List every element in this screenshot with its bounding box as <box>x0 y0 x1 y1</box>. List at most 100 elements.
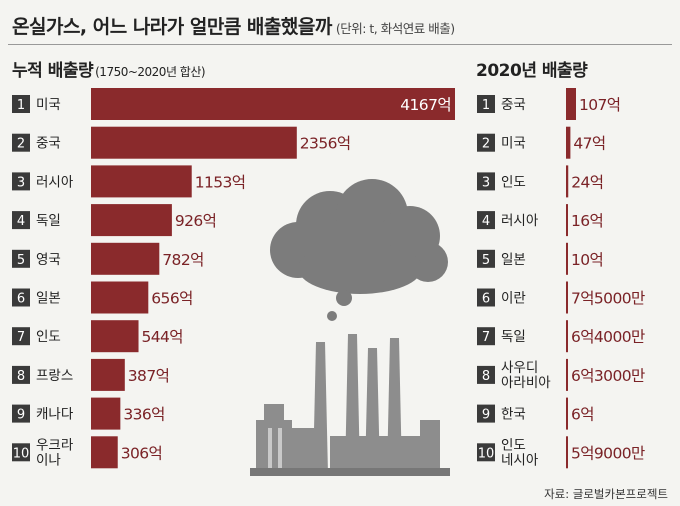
cumulative-bar <box>91 397 121 430</box>
annual-rank-number: 6 <box>482 292 490 307</box>
cumulative-bar <box>91 281 149 314</box>
cumulative-heading-text: 누적 배출량 <box>12 61 94 81</box>
annual-country-label: 미국 <box>501 136 526 152</box>
cumulative-rank-badge <box>12 443 30 462</box>
annual-value-label: 6억 <box>571 406 594 424</box>
cumulative-bar <box>91 436 118 469</box>
annual-bar <box>566 397 568 430</box>
cumulative-bar <box>91 126 297 159</box>
annual-value-label: 47억 <box>573 135 605 153</box>
cumulative-value-label: 926억 <box>175 212 216 230</box>
annual-bar <box>566 242 568 275</box>
annual-rank-badge <box>477 133 495 152</box>
annual-value-label: 10억 <box>571 251 603 269</box>
cumulative-value-label: 1153억 <box>195 173 246 191</box>
annual-country-label: 독일 <box>501 329 526 345</box>
annual-rank-number: 10 <box>478 446 495 461</box>
cumulative-country-label: 인도 <box>36 329 61 345</box>
source-note: 자료: 글로벌카본프로젝트 <box>544 487 668 501</box>
annual-bar <box>566 204 568 237</box>
chart-title: 온실가스, 어느 나라가 얼만큼 배출했을까 (단위: t, 화석연료 배출) <box>12 12 455 39</box>
annual-heading: 2020년 배출량 <box>476 61 588 81</box>
annual-bar <box>566 281 568 314</box>
cumulative-rank-badge <box>12 211 30 230</box>
cumulative-country-label: 중국 <box>36 136 61 152</box>
cumulative-bar <box>91 88 455 120</box>
cumulative-value-label: 656억 <box>151 290 192 308</box>
cumulative-value-label: 306억 <box>121 444 162 462</box>
annual-rank-number: 2 <box>482 137 490 152</box>
cumulative-value-label: 387억 <box>128 367 169 385</box>
annual-bar <box>566 88 576 120</box>
cumulative-rank-number: 9 <box>17 408 25 423</box>
cumulative-bar <box>91 242 160 275</box>
cumulative-country-label: 일본 <box>36 291 61 307</box>
annual-rank-number: 1 <box>482 98 490 113</box>
cumulative-rank-number: 2 <box>17 137 25 152</box>
annual-country-label: 인도 <box>501 174 526 190</box>
cumulative-bar <box>91 204 172 237</box>
annual-value-label: 107억 <box>579 96 620 114</box>
cumulative-rank-badge <box>12 133 30 152</box>
cumulative-value-label: 782억 <box>162 251 203 269</box>
cumulative-country-label: 프랑스 <box>36 368 73 384</box>
factory-illustration <box>250 179 450 476</box>
annual-country-label: 중국 <box>501 97 526 113</box>
cumulative-value-label: 4167억 <box>400 96 451 114</box>
annual-rank-badge <box>477 327 495 346</box>
annual-country-label: 인도 <box>501 437 526 453</box>
cumulative-rank-number: 4 <box>17 214 25 229</box>
cumulative-country-label: 미국 <box>36 97 61 113</box>
cumulative-rank-number: 5 <box>17 253 25 268</box>
annual-rank-number: 4 <box>482 214 490 229</box>
annual-bar <box>566 320 568 353</box>
cumulative-rank-badge <box>12 249 30 268</box>
annual-country-label: 네시아 <box>501 452 539 468</box>
cumulative-value-label: 2356억 <box>300 135 351 153</box>
annual-country-label: 아라비아 <box>501 375 551 391</box>
cumulative-country-label: 독일 <box>36 213 61 229</box>
annual-bar <box>566 165 569 198</box>
cumulative-rank-number: 10 <box>13 446 30 461</box>
cumulative-rank-number: 1 <box>17 98 25 113</box>
factory-building-icon <box>250 404 450 476</box>
cumulative-rank-number: 8 <box>17 369 25 384</box>
cumulative-rank-badge <box>12 95 30 113</box>
annual-country-label: 사우디 <box>501 360 538 376</box>
annual-country-label: 이란 <box>501 291 526 307</box>
annual-rank-badge <box>477 288 495 307</box>
annual-rank-number: 3 <box>482 175 490 190</box>
annual-rank-badge <box>477 95 495 113</box>
annual-rank-badge <box>477 211 495 230</box>
annual-rank-badge <box>477 443 495 462</box>
smoke-cloud-icon <box>270 179 448 321</box>
cumulative-bar <box>91 320 139 353</box>
cumulative-subheading: (1750~2020년 합산) <box>95 65 206 79</box>
cumulative-country-label: 캐나다 <box>36 407 74 423</box>
cumulative-country-label: 러시아 <box>36 174 74 190</box>
cumulative-value-label: 544억 <box>142 328 183 346</box>
annual-value-label: 5억9000만 <box>571 444 645 462</box>
annual-value-label: 7억5000만 <box>571 290 645 308</box>
cumulative-value-label: 336억 <box>123 406 164 424</box>
annual-rank-number: 9 <box>482 408 490 423</box>
cumulative-rank-number: 3 <box>17 175 25 190</box>
annual-rank-number: 5 <box>482 253 490 268</box>
annual-bar <box>566 436 568 469</box>
cumulative-country-label: 우크라 <box>36 437 74 453</box>
annual-value-label: 24억 <box>571 173 603 191</box>
cumulative-rank-number: 6 <box>17 292 25 307</box>
annual-rank-number: 8 <box>482 369 490 384</box>
annual-rank-badge <box>477 249 495 268</box>
cumulative-rank-badge <box>12 327 30 346</box>
annual-bar <box>566 126 571 159</box>
annual-country-label: 한국 <box>501 407 526 423</box>
cumulative-bar <box>91 358 125 391</box>
unit-note: (단위: t, 화석연료 배출) <box>335 21 455 36</box>
title-divider <box>8 44 672 45</box>
annual-value-label: 6억3000만 <box>571 367 645 385</box>
annual-value-label: 6억4000만 <box>571 328 645 346</box>
title-text: 온실가스, 어느 나라가 얼만큼 배출했을까 <box>12 16 332 38</box>
